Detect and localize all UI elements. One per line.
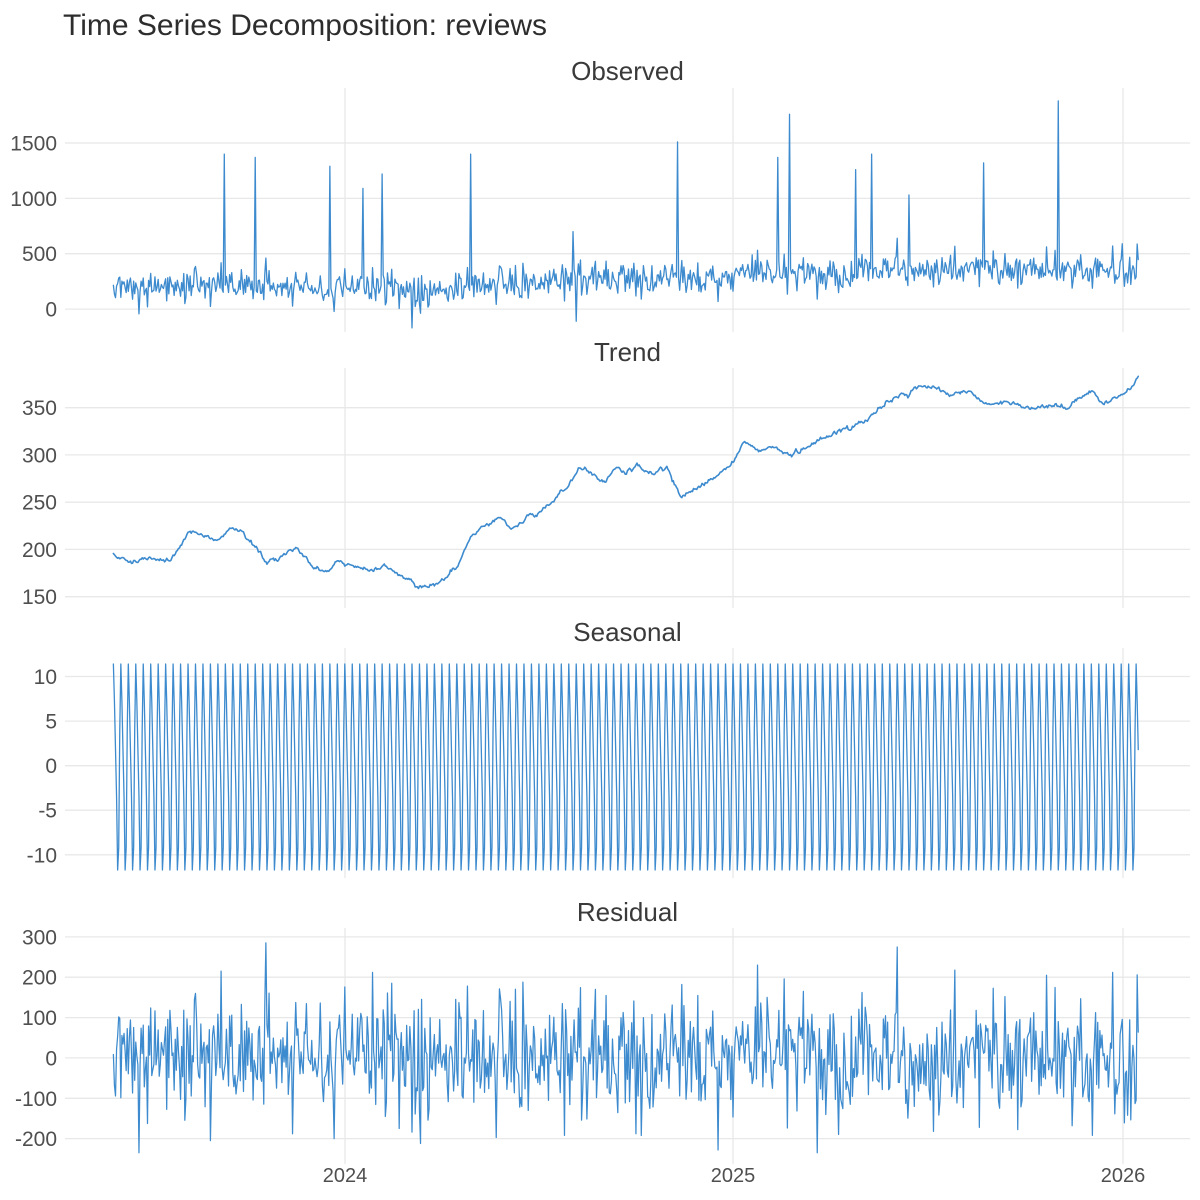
y-tick-label: 350: [22, 397, 57, 420]
panel-title-residual: Residual: [576, 897, 679, 927]
y-tick-label: 500: [22, 243, 57, 266]
observed-series-line: [112, 100, 1139, 329]
y-tick-label: 300: [22, 926, 57, 949]
y-tick-label: -10: [27, 844, 57, 867]
trend-series-line: [112, 375, 1140, 590]
y-tick-label: 1500: [10, 133, 57, 156]
x-tick-label: 2026: [1101, 1165, 1146, 1187]
y-tick-label: 10: [34, 666, 57, 689]
x-tick-label: 2024: [323, 1165, 368, 1187]
y-tick-label: 1000: [10, 188, 57, 211]
y-tick-label: 0: [45, 755, 57, 778]
page-title: Time Series Decomposition: reviews: [63, 9, 548, 42]
y-tick-label: 0: [45, 299, 57, 322]
x-tick-label: 2025: [711, 1165, 756, 1187]
y-tick-label: 200: [22, 967, 57, 990]
y-tick-label: 0: [45, 1047, 57, 1070]
y-tick-label: -100: [15, 1088, 57, 1111]
y-tick-label: 5: [45, 711, 57, 734]
panel-title-seasonal: Seasonal: [573, 617, 682, 647]
y-tick-label: 300: [22, 444, 57, 467]
seasonal-series-line: [112, 663, 1139, 871]
y-tick-label: 150: [22, 586, 57, 609]
y-tick-label: 250: [22, 492, 57, 515]
panel-title-trend: Trend: [594, 337, 661, 367]
panel-title-observed: Observed: [571, 56, 684, 86]
y-tick-label: -200: [15, 1128, 57, 1151]
y-tick-label: -5: [38, 800, 57, 823]
y-tick-label: 100: [22, 1007, 57, 1030]
y-tick-label: 200: [22, 539, 57, 562]
residual-series-line: [112, 942, 1139, 1154]
